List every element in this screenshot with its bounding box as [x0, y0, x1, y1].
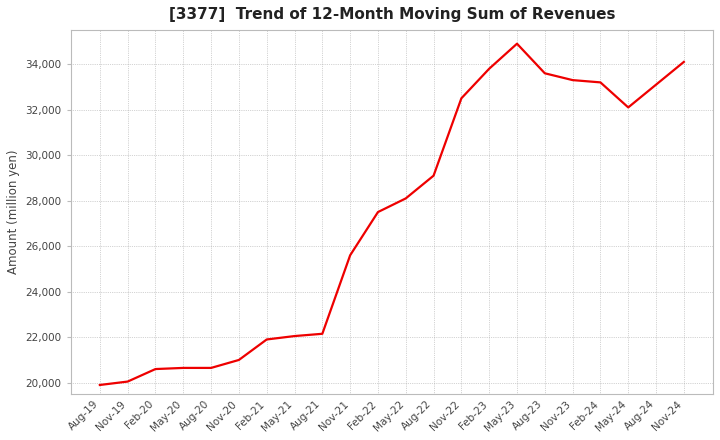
Y-axis label: Amount (million yen): Amount (million yen)	[7, 150, 20, 274]
Title: [3377]  Trend of 12-Month Moving Sum of Revenues: [3377] Trend of 12-Month Moving Sum of R…	[168, 7, 615, 22]
